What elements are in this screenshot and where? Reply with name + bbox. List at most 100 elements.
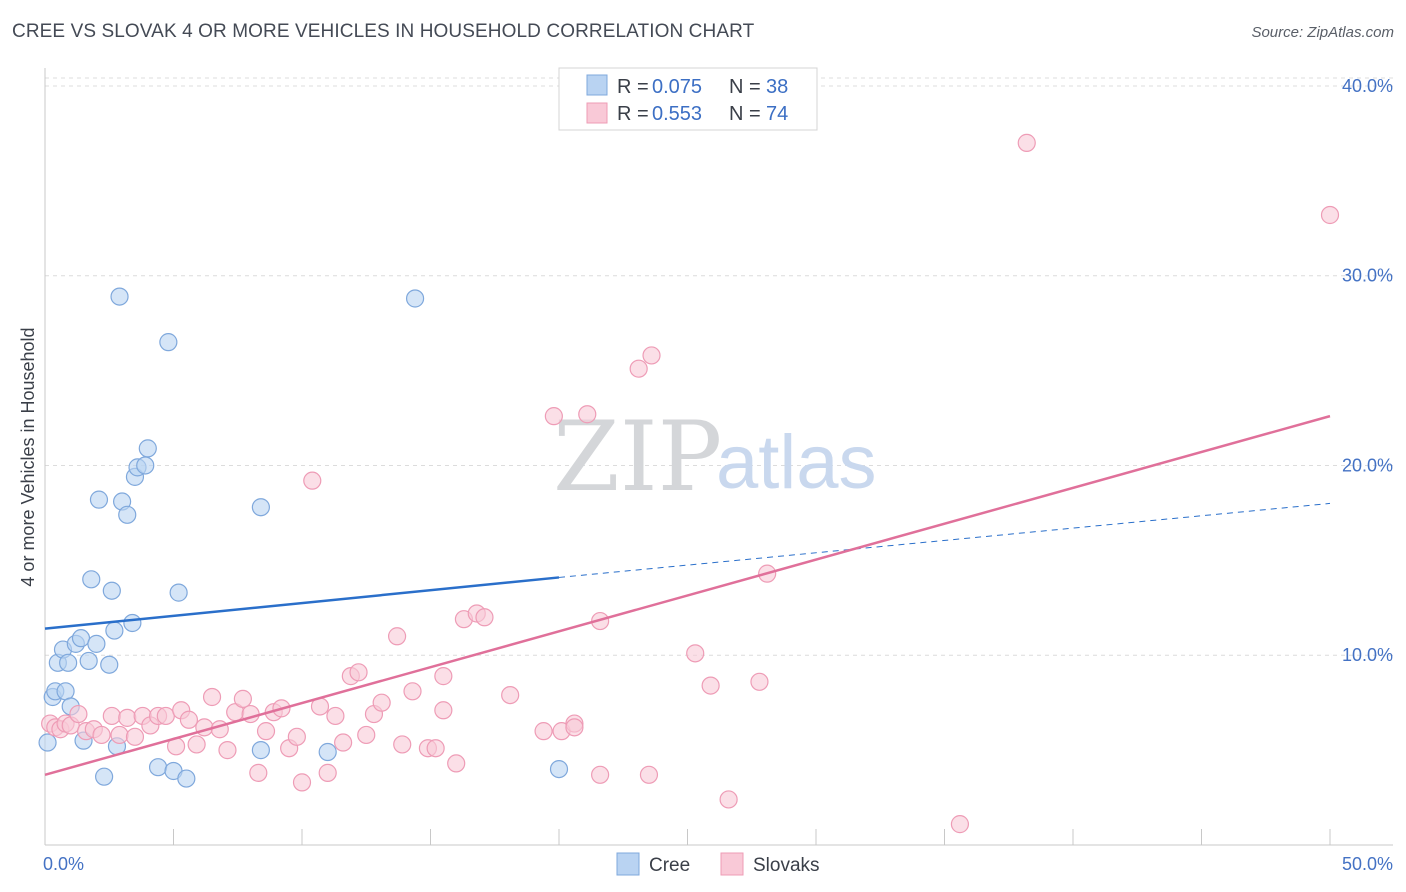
cree-trend-line xyxy=(44,576,560,630)
cree-point-6 xyxy=(59,653,78,672)
cree-point-28 xyxy=(148,758,168,777)
trend-lines xyxy=(44,414,1331,776)
cree-point-31 xyxy=(169,583,188,602)
slovak-point-58 xyxy=(544,407,563,426)
cree-trend-extension xyxy=(558,502,1331,578)
cree-point-5 xyxy=(56,682,75,701)
legend-n-value-slovak: 74 xyxy=(766,103,788,125)
cree-point-37 xyxy=(549,759,569,779)
cree-point-0 xyxy=(38,733,57,752)
grid-lines xyxy=(45,77,1393,656)
slovak-point-12 xyxy=(125,727,145,746)
cree-point-16 xyxy=(100,655,119,674)
legend-r-value-slovak: 0.553 xyxy=(652,103,702,125)
slovak-point-35 xyxy=(303,471,322,490)
cree-point-26 xyxy=(136,456,155,475)
y-tick-label-30: 30.0% xyxy=(1342,266,1393,286)
cree-point-15 xyxy=(95,767,114,786)
slovak-point-61 xyxy=(565,718,584,737)
slovak-point-50 xyxy=(434,667,453,686)
slovak-point-37 xyxy=(318,763,337,782)
slovak-point-46 xyxy=(393,735,412,754)
slovak-point-20 xyxy=(187,735,206,754)
slovak-point-51 xyxy=(434,701,453,720)
watermark-zip: ZIP xyxy=(553,401,722,513)
slovak-point-55 xyxy=(475,608,494,627)
slovak-point-28 xyxy=(249,763,268,782)
cree-point-14 xyxy=(89,490,109,509)
x-tick-labels: 0.0% 50.0% xyxy=(43,854,1393,874)
watermark-atlas: atlas xyxy=(716,420,877,505)
slovak-point-63 xyxy=(591,765,610,784)
slovak-point-65 xyxy=(629,359,648,378)
cree-point-9 xyxy=(71,629,91,648)
slovak-point-73 xyxy=(950,815,970,834)
stats-legend: R = 0.075 N = 38 R = 0.553 N = 74 xyxy=(558,67,818,131)
slovak-point-22 xyxy=(202,687,222,707)
cree-point-35 xyxy=(318,742,337,762)
y-axis-title: 4 or more Vehicles in Household xyxy=(18,327,38,586)
slovak-point-9 xyxy=(102,706,121,726)
slovak-point-71 xyxy=(750,672,769,691)
bottom-legend-swatch-slovak[interactable] xyxy=(720,852,744,876)
slovak-point-75 xyxy=(1320,205,1340,225)
slovak-point-47 xyxy=(403,682,422,701)
x-tick-label-min: 0.0% xyxy=(43,854,84,874)
slovak-point-52 xyxy=(447,754,466,773)
axes xyxy=(44,68,1393,846)
slovak-point-29 xyxy=(256,722,276,741)
slovak-point-16 xyxy=(156,706,175,726)
slovak-points xyxy=(41,133,1340,834)
slovak-point-19 xyxy=(179,710,199,729)
legend-swatch-slovak xyxy=(586,102,608,124)
slovak-point-10 xyxy=(110,725,129,745)
slovak-point-34 xyxy=(292,773,312,792)
y-tick-label-20: 20.0% xyxy=(1342,455,1393,475)
cree-point-33 xyxy=(251,498,270,517)
cree-point-22 xyxy=(118,505,137,524)
cree-point-17 xyxy=(102,581,121,600)
cree-point-13 xyxy=(87,634,106,653)
legend-r-value-cree: 0.075 xyxy=(652,76,702,98)
cree-point-23 xyxy=(123,613,142,633)
bottom-legend-swatch-cree[interactable] xyxy=(616,852,640,876)
y-tick-labels: 10.0% 20.0% 30.0% 40.0% xyxy=(1342,76,1393,665)
x-tick-label-max: 50.0% xyxy=(1342,854,1393,874)
slovak-point-49 xyxy=(426,739,445,758)
slovak-point-39 xyxy=(334,733,353,752)
slovak-point-56 xyxy=(501,685,520,705)
slovak-point-70 xyxy=(719,790,738,809)
cree-point-27 xyxy=(138,439,157,458)
legend-r-label-slovak: R = xyxy=(617,103,649,125)
chart-title: CREE VS SLOVAK 4 OR MORE VEHICLES IN HOU… xyxy=(12,21,755,42)
slovak-point-45 xyxy=(387,627,407,646)
chart-source: Source: ZipAtlas.com xyxy=(1251,24,1394,41)
legend-n-label-slovak: N = xyxy=(729,103,761,125)
slovak-point-33 xyxy=(287,727,306,746)
cree-point-20 xyxy=(110,287,129,306)
series-legend: Cree Slovaks xyxy=(616,852,820,876)
cree-point-34 xyxy=(251,741,270,760)
cree-point-11 xyxy=(79,651,98,671)
slovak-point-67 xyxy=(642,346,661,365)
slovak-point-74 xyxy=(1017,133,1036,152)
slovak-point-69 xyxy=(701,676,720,695)
slovak-point-66 xyxy=(639,765,659,784)
slovak-point-26 xyxy=(233,689,252,708)
y-tick-label-40: 40.0% xyxy=(1342,76,1393,96)
slovak-point-5 xyxy=(69,704,88,724)
slovak-point-11 xyxy=(118,708,137,727)
legend-n-label-cree: N = xyxy=(729,76,761,98)
slovak-trend-line xyxy=(44,414,1331,776)
bottom-legend-label-slovak[interactable]: Slovaks xyxy=(753,855,820,876)
legend-swatch-cree xyxy=(586,74,608,96)
cree-point-36 xyxy=(405,289,425,308)
cree-point-32 xyxy=(177,769,196,788)
slovak-point-68 xyxy=(686,644,705,663)
bottom-legend-label-cree[interactable]: Cree xyxy=(649,855,690,876)
legend-n-value-cree: 38 xyxy=(766,76,788,98)
x-ticks xyxy=(44,829,1331,845)
cree-point-18 xyxy=(105,621,124,640)
slovak-point-57 xyxy=(534,722,553,741)
